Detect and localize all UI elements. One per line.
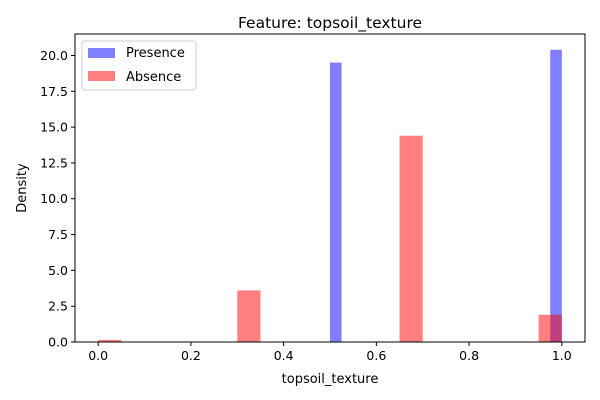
legend: Presence Absence xyxy=(81,40,197,91)
legend-label-absence: Absence xyxy=(126,70,181,85)
x-tick-label: 0.4 xyxy=(274,348,294,363)
x-tick-label: 0.2 xyxy=(181,348,201,363)
x-tick-label: 0.8 xyxy=(459,348,479,363)
y-tick-label: 17.5 xyxy=(40,84,68,99)
y-tick-label: 15.0 xyxy=(40,120,68,135)
x-tick-label: 0.6 xyxy=(366,348,386,363)
x-tick-label: 1.0 xyxy=(552,348,572,363)
y-tick-label: 0.0 xyxy=(48,335,68,350)
x-tick-label: 0.0 xyxy=(88,348,108,363)
ticks-layer: 0.0 0.2 0.4 0.6 0.8 1.0 0.0 2.5 5.0 7.5 10.0 12.5 15… xyxy=(40,48,572,363)
y-tick-label: 20.0 xyxy=(40,48,68,63)
bars-layer xyxy=(98,49,562,343)
x-axis-label: topsoil_texture xyxy=(282,372,379,387)
y-tick-label: 10.0 xyxy=(40,191,68,206)
y-axis-label: Density xyxy=(15,163,30,213)
legend-label-presence: Presence xyxy=(126,46,185,61)
bar-absence-2 xyxy=(399,135,423,342)
bar-absence-1 xyxy=(237,290,261,342)
y-tick-label: 5.0 xyxy=(48,263,68,278)
legend-swatch-presence xyxy=(88,48,115,58)
bar-presence-0 xyxy=(330,62,342,343)
bar-presence-1 xyxy=(550,49,562,342)
y-tick-label: 7.5 xyxy=(48,227,68,242)
bar-absence-3 xyxy=(538,314,562,342)
legend-swatch-absence xyxy=(88,71,115,81)
y-tick-label: 2.5 xyxy=(48,299,68,314)
plot-frame xyxy=(74,33,586,343)
bar-absence-0 xyxy=(98,339,122,342)
y-tick-label: 12.5 xyxy=(40,155,68,170)
chart-title: Feature: topsoil_texture xyxy=(238,14,422,33)
